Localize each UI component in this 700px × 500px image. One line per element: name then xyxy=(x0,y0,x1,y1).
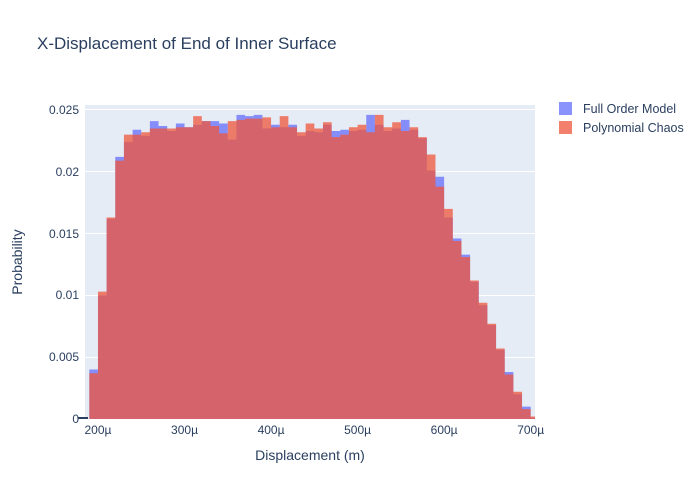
legend-item-polynomial-chaos[interactable]: Polynomial Chaos xyxy=(552,118,684,137)
y-axis-title: Probability xyxy=(9,229,25,295)
series-polynomial-chaos[interactable] xyxy=(89,114,535,419)
y-zero-tick-mark xyxy=(78,417,88,419)
legend-swatch-full-order-model xyxy=(559,102,572,115)
y-tick-label: 0.025 xyxy=(48,102,79,117)
x-tick-label: 700µ xyxy=(517,423,545,437)
y-tick-label: 0.015 xyxy=(48,226,79,241)
legend-swatch-polynomial-chaos xyxy=(559,121,572,134)
plot-area[interactable] xyxy=(85,105,535,419)
x-tick-label: 300µ xyxy=(171,423,198,437)
legend-item-full-order-model[interactable]: Full Order Model xyxy=(552,99,684,118)
gridline xyxy=(85,109,535,111)
legend: Full Order Model Polynomial Chaos xyxy=(552,99,684,137)
y-tick-label: 0.02 xyxy=(55,164,79,179)
y-tick-label: 0.005 xyxy=(48,350,79,365)
y-tick-label: 0.01 xyxy=(55,288,79,303)
x-axis-title: Displacement (m) xyxy=(255,447,365,463)
legend-label: Full Order Model xyxy=(583,101,677,116)
chart-title: X-Displacement of End of Inner Surface xyxy=(37,34,337,53)
legend-label: Polynomial Chaos xyxy=(583,120,684,135)
histogram-bars[interactable] xyxy=(85,105,535,419)
x-tick-label: 400µ xyxy=(257,423,285,437)
x-tick-label: 500µ xyxy=(344,423,372,437)
y-tick-label: 0 xyxy=(72,412,79,426)
x-tick-label: 200µ xyxy=(84,423,112,437)
x-tick-label: 600µ xyxy=(430,423,458,437)
